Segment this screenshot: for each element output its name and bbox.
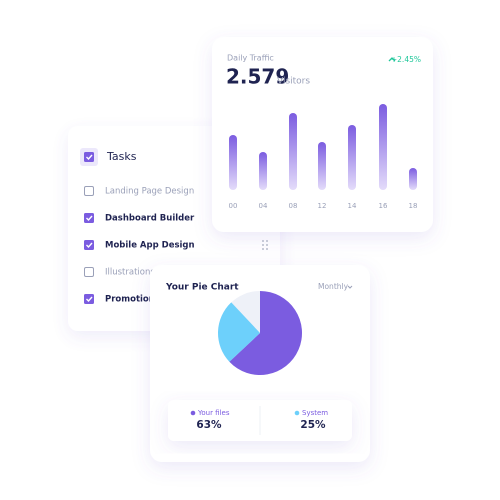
legend-value: 25%	[300, 419, 326, 431]
visitor-count: 2.579	[226, 65, 289, 89]
bar	[348, 125, 356, 190]
task-label: Dashboard Builder	[105, 214, 195, 224]
period-select[interactable]: Monthly	[318, 282, 349, 291]
legend-dot	[294, 410, 300, 416]
bar	[318, 142, 326, 190]
visitor-unit: Visitors	[277, 77, 310, 87]
bar-chart: 00 04 08 12 14 16 18	[229, 104, 418, 210]
task-label: Landing Page Design	[105, 187, 194, 197]
card-title: Daily Traffic	[227, 54, 274, 63]
x-tick-label: 12	[318, 202, 327, 210]
bar	[409, 168, 417, 190]
legend: Your files 63% System 25%	[190, 409, 328, 431]
legend-label: System	[302, 409, 328, 417]
change: +2.45%	[391, 55, 421, 64]
x-tick-label: 08	[289, 202, 298, 210]
task-label: Promotion	[105, 295, 155, 305]
pie-slice	[218, 302, 260, 362]
legend-value: 63%	[196, 419, 222, 431]
check	[86, 242, 93, 249]
drag-handle[interactable]	[262, 240, 268, 250]
up-arrow	[388, 57, 396, 62]
check	[86, 215, 93, 222]
checkbox[interactable]	[84, 152, 94, 162]
check	[86, 296, 93, 303]
pie-chart	[218, 291, 302, 375]
bar	[259, 152, 267, 190]
checkbox[interactable]	[84, 267, 94, 277]
x-tick-label: 18	[409, 202, 418, 210]
traffic-card: Daily Traffic 2.579 Visitors +2.45% 00 04…	[212, 37, 433, 232]
x-tick-label: 16	[379, 202, 388, 210]
pie-card: Your Pie Chart Monthly Your files 63% Syst…	[150, 265, 370, 462]
bar	[379, 104, 387, 190]
card	[212, 37, 433, 232]
x-tick-label: 04	[259, 202, 268, 210]
checkbox[interactable]	[84, 294, 94, 304]
check	[86, 154, 93, 161]
tasks-title: Tasks	[106, 150, 137, 163]
bar	[289, 113, 297, 190]
legend-label: Your files	[197, 409, 230, 417]
checkbox[interactable]	[84, 186, 94, 196]
card-title: Your Pie Chart	[165, 283, 239, 293]
x-tick-label: 00	[229, 202, 238, 210]
bar	[229, 135, 237, 190]
legend-dot	[190, 410, 196, 416]
task-label: Illustrations	[105, 268, 155, 278]
task-label: Mobile App Design	[105, 241, 195, 251]
x-tick-label: 14	[348, 202, 357, 210]
checkbox[interactable]	[84, 240, 94, 250]
pie-slice	[229, 291, 302, 375]
checkbox[interactable]	[84, 213, 94, 223]
caret	[347, 285, 353, 289]
